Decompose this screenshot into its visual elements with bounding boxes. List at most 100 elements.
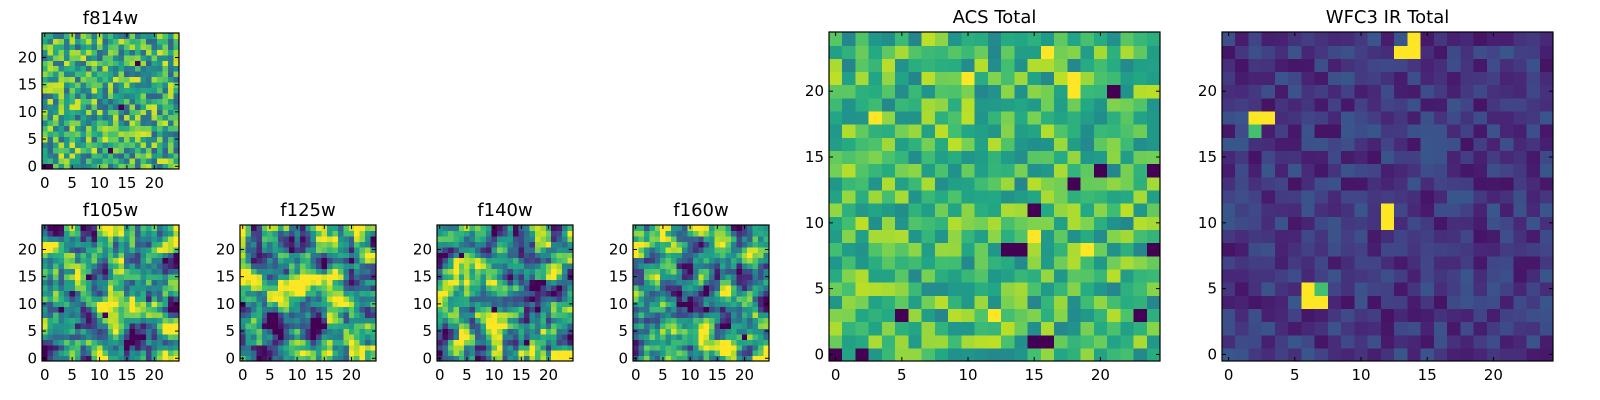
- heatmap-cell: [437, 339, 444, 346]
- heatmap-cell: [316, 273, 323, 280]
- heatmap-cell: [348, 344, 355, 351]
- heatmap-cell: [638, 328, 645, 335]
- heatmap-cell: [895, 347, 910, 362]
- heatmap-cell: [102, 355, 109, 362]
- heatmap-cell: [146, 130, 153, 137]
- heatmap-cell: [638, 230, 645, 237]
- heatmap-cell: [868, 216, 883, 230]
- heatmap-cell: [321, 268, 328, 275]
- heatmap-cell: [151, 322, 158, 329]
- heatmap-cell: [676, 317, 683, 324]
- heatmap-cell: [91, 65, 98, 72]
- heatmap-cell: [752, 252, 759, 259]
- heatmap-cell: [173, 225, 180, 232]
- heatmap-cell: [135, 333, 142, 340]
- heatmap-cell: [118, 98, 125, 105]
- heatmap-cell: [502, 246, 509, 253]
- heatmap-cell: [855, 137, 870, 152]
- heatmap-cell: [643, 241, 650, 248]
- heatmap-cell: [1222, 137, 1236, 152]
- heatmap-cell: [1093, 229, 1108, 244]
- heatmap-cell: [96, 92, 103, 99]
- heatmap-cell: [47, 87, 54, 94]
- heatmap-cell: [1513, 84, 1528, 99]
- heatmap-cell: [91, 163, 98, 170]
- heatmap-cell: [671, 306, 678, 313]
- heatmap-cell: [52, 158, 60, 165]
- heatmap-cell: [256, 257, 263, 264]
- heatmap-cell: [135, 81, 142, 88]
- heatmap-cell: [299, 230, 306, 237]
- heatmap-cell: [337, 355, 344, 362]
- heatmap-cell: [534, 333, 541, 340]
- heatmap-cell: [157, 350, 164, 357]
- heatmap-cell: [1539, 229, 1554, 244]
- heatmap-cell: [987, 189, 1002, 204]
- heatmap-cell: [151, 130, 158, 137]
- heatmap-cell: [129, 54, 136, 61]
- heatmap-cell: [714, 344, 721, 351]
- heatmap-cell: [140, 273, 147, 280]
- heatmap-cell: [709, 252, 716, 259]
- heatmap-cell: [1433, 268, 1448, 283]
- heatmap-cell: [921, 334, 936, 349]
- heatmap-cell: [113, 38, 120, 45]
- heatmap-cell: [736, 235, 743, 242]
- heatmap-cell: [974, 176, 989, 191]
- heatmap-cell: [1067, 71, 1082, 86]
- heatmap-cell: [447, 268, 454, 275]
- heatmap-cell: [485, 235, 492, 242]
- heatmap-cell: [855, 229, 870, 244]
- heatmap-cell: [118, 141, 125, 148]
- heatmap-cell: [464, 284, 471, 291]
- heatmap-cell: [365, 263, 372, 270]
- heatmap-cell: [327, 328, 334, 335]
- heatmap-cell: [698, 355, 705, 362]
- heatmap-cell: [168, 98, 175, 105]
- heatmap-cell: [135, 76, 142, 83]
- heatmap-cell: [453, 241, 460, 248]
- heatmap-cell: [1367, 150, 1382, 165]
- heatmap-cell: [69, 279, 76, 286]
- heatmap-cell: [562, 339, 569, 346]
- heatmap-cell: [102, 241, 109, 248]
- heatmap-cell: [74, 120, 81, 127]
- heatmap-cell: [1447, 58, 1461, 73]
- heatmap-cell: [354, 306, 361, 313]
- heatmap-cell: [1014, 137, 1029, 152]
- heatmap-cell: [151, 246, 158, 253]
- heatmap-cell: [1014, 189, 1029, 204]
- heatmap-cell: [1261, 124, 1276, 138]
- heatmap-cell: [91, 312, 98, 319]
- heatmap-cell: [1380, 176, 1395, 191]
- heatmap-cell: [752, 268, 759, 275]
- heatmap-cell: [1027, 268, 1042, 283]
- heatmap-cell: [69, 158, 76, 165]
- heatmap-cell: [327, 355, 334, 362]
- heatmap-cell: [135, 130, 142, 137]
- heatmap-cell: [518, 312, 525, 319]
- heatmap-cell: [480, 295, 487, 302]
- heatmap-cell: [250, 273, 257, 280]
- heatmap-cell: [151, 235, 158, 242]
- heatmap-cell: [736, 295, 743, 302]
- heatmap-cell: [1460, 203, 1475, 217]
- heatmap-cell: [118, 136, 125, 143]
- heatmap-cell: [934, 45, 949, 59]
- heatmap-cell: [146, 81, 153, 88]
- heatmap-cell: [730, 350, 737, 357]
- heatmap-cell: [96, 152, 103, 159]
- heatmap-cell: [529, 246, 536, 253]
- heatmap-cell: [638, 295, 645, 302]
- heatmap-cell: [288, 344, 295, 351]
- heatmap-cell: [725, 230, 732, 237]
- heatmap-cell: [868, 347, 883, 362]
- heatmap-cell: [278, 284, 285, 291]
- heatmap-cell: [63, 71, 70, 78]
- heatmap-cell: [1447, 308, 1461, 323]
- heatmap-cell: [245, 333, 252, 340]
- heatmap-cell: [507, 273, 514, 280]
- heatmap-cell: [485, 355, 492, 362]
- heatmap-cell: [140, 109, 147, 116]
- heatmap-cell: [80, 295, 87, 302]
